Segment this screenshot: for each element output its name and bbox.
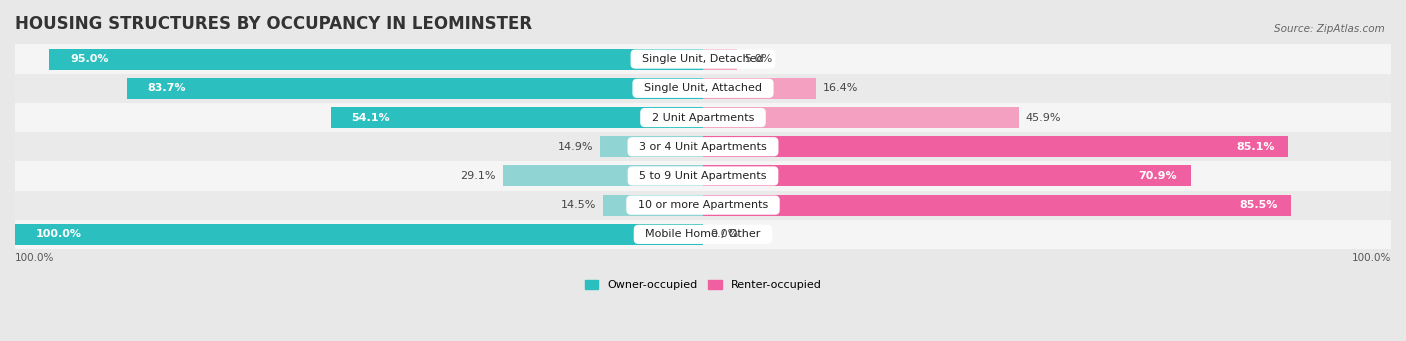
Bar (15, 132, 1391, 161)
Text: 95.0%: 95.0% (70, 54, 108, 64)
Text: Single Unit, Attached: Single Unit, Attached (637, 83, 769, 93)
Bar (503, 165, 703, 187)
Bar (15, 191, 1391, 220)
Text: 100.0%: 100.0% (15, 253, 55, 263)
Text: 5.0%: 5.0% (744, 54, 772, 64)
Text: 10 or more Apartments: 10 or more Apartments (631, 200, 775, 210)
Bar (15, 44, 1391, 74)
Text: 85.1%: 85.1% (1236, 142, 1275, 152)
Text: 14.9%: 14.9% (558, 142, 593, 152)
Bar (15, 103, 1391, 132)
Legend: Owner-occupied, Renter-occupied: Owner-occupied, Renter-occupied (581, 275, 825, 295)
Text: 5 to 9 Unit Apartments: 5 to 9 Unit Apartments (633, 171, 773, 181)
Bar (703, 78, 815, 99)
Text: Mobile Home / Other: Mobile Home / Other (638, 229, 768, 239)
Text: 0.0%: 0.0% (710, 229, 738, 239)
Text: 70.9%: 70.9% (1139, 171, 1177, 181)
Bar (703, 107, 1019, 128)
Bar (703, 48, 737, 70)
Text: HOUSING STRUCTURES BY OCCUPANCY IN LEOMINSTER: HOUSING STRUCTURES BY OCCUPANCY IN LEOMI… (15, 15, 531, 33)
Bar (15, 74, 1391, 103)
Text: 85.5%: 85.5% (1239, 200, 1278, 210)
Bar (15, 220, 1391, 249)
Bar (15, 161, 1391, 191)
Bar (330, 107, 703, 128)
Text: Source: ZipAtlas.com: Source: ZipAtlas.com (1274, 24, 1385, 34)
Text: 29.1%: 29.1% (460, 171, 496, 181)
Text: 14.5%: 14.5% (561, 200, 596, 210)
Text: 16.4%: 16.4% (823, 83, 858, 93)
Bar (703, 165, 1191, 187)
Text: 100.0%: 100.0% (35, 229, 82, 239)
Text: 3 or 4 Unit Apartments: 3 or 4 Unit Apartments (633, 142, 773, 152)
Bar (15, 224, 703, 245)
Bar (600, 136, 703, 157)
Bar (703, 195, 1291, 216)
Bar (703, 136, 1288, 157)
Bar (49, 48, 703, 70)
Text: Single Unit, Detached: Single Unit, Detached (636, 54, 770, 64)
Bar (603, 195, 703, 216)
Text: 100.0%: 100.0% (1351, 253, 1391, 263)
Text: 2 Unit Apartments: 2 Unit Apartments (645, 113, 761, 122)
Text: 54.1%: 54.1% (352, 113, 389, 122)
Text: 45.9%: 45.9% (1025, 113, 1062, 122)
Bar (127, 78, 703, 99)
Text: 83.7%: 83.7% (148, 83, 186, 93)
